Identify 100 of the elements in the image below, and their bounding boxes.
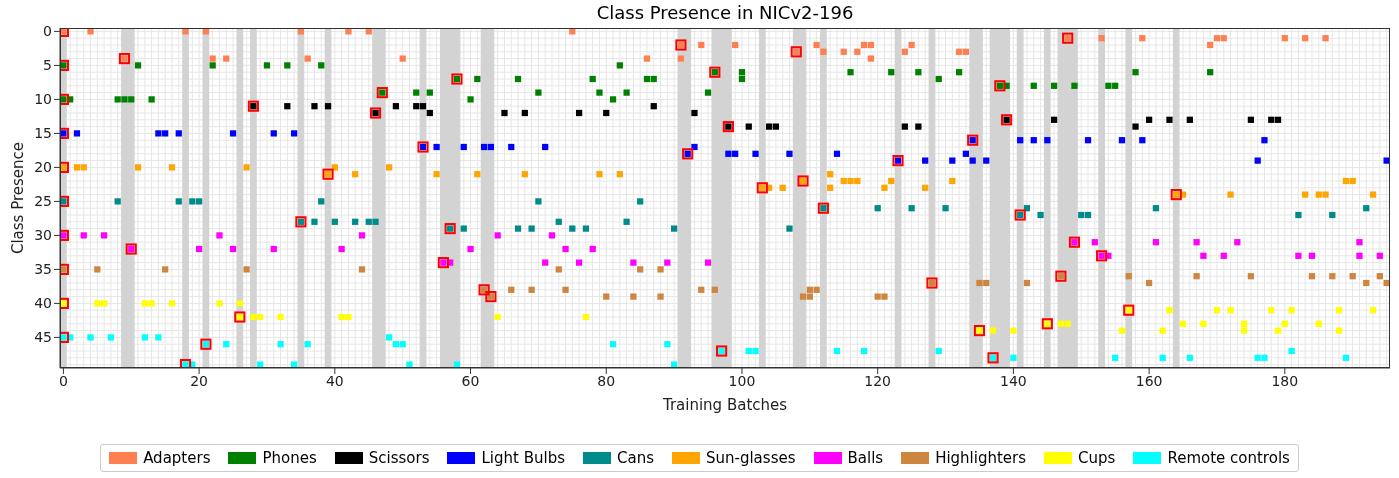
point xyxy=(399,341,406,348)
point xyxy=(487,143,495,151)
point xyxy=(637,198,644,205)
point xyxy=(860,347,868,355)
point xyxy=(257,313,264,321)
point xyxy=(243,266,250,273)
point xyxy=(134,164,142,171)
point xyxy=(73,130,81,137)
point xyxy=(698,41,705,49)
point xyxy=(474,75,481,83)
point xyxy=(528,225,535,232)
point xyxy=(1302,35,1309,42)
point xyxy=(1159,354,1166,361)
point xyxy=(738,69,746,76)
point xyxy=(949,177,956,185)
point xyxy=(1139,35,1146,42)
point xyxy=(121,96,128,103)
point xyxy=(372,218,379,225)
x-tick-label: 60 xyxy=(461,372,480,389)
point xyxy=(779,184,786,191)
point xyxy=(1227,191,1234,198)
point xyxy=(650,103,657,110)
point xyxy=(569,225,576,232)
point xyxy=(575,109,583,117)
point xyxy=(1105,82,1112,89)
point xyxy=(1254,354,1261,361)
point xyxy=(1220,252,1227,259)
point xyxy=(148,300,155,307)
point xyxy=(704,259,712,266)
point xyxy=(555,266,562,273)
point xyxy=(657,266,664,273)
x-tick-label: 180 xyxy=(1271,372,1299,389)
point xyxy=(630,259,637,266)
point xyxy=(73,164,81,171)
point xyxy=(1329,273,1336,280)
point xyxy=(983,157,990,164)
point xyxy=(1376,273,1383,280)
point xyxy=(1295,211,1302,219)
legend-label: Cans xyxy=(616,449,654,467)
point xyxy=(1030,82,1037,89)
point xyxy=(304,341,311,348)
point xyxy=(955,69,963,76)
point xyxy=(433,171,440,178)
point xyxy=(745,123,752,130)
point xyxy=(664,341,671,348)
point xyxy=(1112,82,1119,89)
point xyxy=(521,109,528,117)
point xyxy=(1315,191,1322,198)
point xyxy=(155,130,162,137)
point xyxy=(1329,211,1336,219)
point xyxy=(175,198,182,205)
point xyxy=(589,75,596,83)
point xyxy=(711,286,718,293)
point xyxy=(1152,205,1160,212)
point xyxy=(867,55,875,62)
point xyxy=(922,157,929,164)
point xyxy=(162,130,169,137)
point xyxy=(385,164,393,171)
point xyxy=(94,300,101,307)
point xyxy=(1193,273,1200,280)
point xyxy=(1213,307,1221,314)
point xyxy=(392,103,400,110)
point xyxy=(270,130,277,137)
point xyxy=(1383,279,1390,287)
point xyxy=(908,41,915,49)
point xyxy=(867,41,875,49)
point xyxy=(182,28,189,35)
x-tick-label: 100 xyxy=(728,372,756,389)
point xyxy=(229,130,237,137)
point xyxy=(284,103,291,110)
point xyxy=(223,55,230,62)
point xyxy=(1125,273,1132,280)
point xyxy=(1322,191,1329,198)
y-tick-label: 15 xyxy=(34,125,52,142)
point xyxy=(1118,327,1126,334)
point xyxy=(385,334,393,341)
point xyxy=(535,198,542,205)
point xyxy=(609,341,617,348)
x-tick-label: 0 xyxy=(58,372,68,389)
point xyxy=(358,232,366,239)
x-axis-title: Training Batches xyxy=(661,396,788,414)
point xyxy=(324,103,332,110)
legend-label: Highlighters xyxy=(935,449,1027,467)
point xyxy=(1207,41,1214,49)
point xyxy=(670,361,678,368)
point xyxy=(1166,307,1173,314)
point xyxy=(752,347,759,355)
point xyxy=(888,69,895,76)
point xyxy=(813,286,820,293)
point xyxy=(616,62,623,69)
point xyxy=(596,89,603,96)
point xyxy=(494,232,501,239)
point xyxy=(603,109,610,117)
point xyxy=(562,245,569,253)
point xyxy=(304,55,311,62)
point xyxy=(1281,320,1288,327)
point xyxy=(1288,347,1295,355)
point xyxy=(827,171,834,178)
point xyxy=(1152,239,1160,246)
point xyxy=(433,143,440,151)
